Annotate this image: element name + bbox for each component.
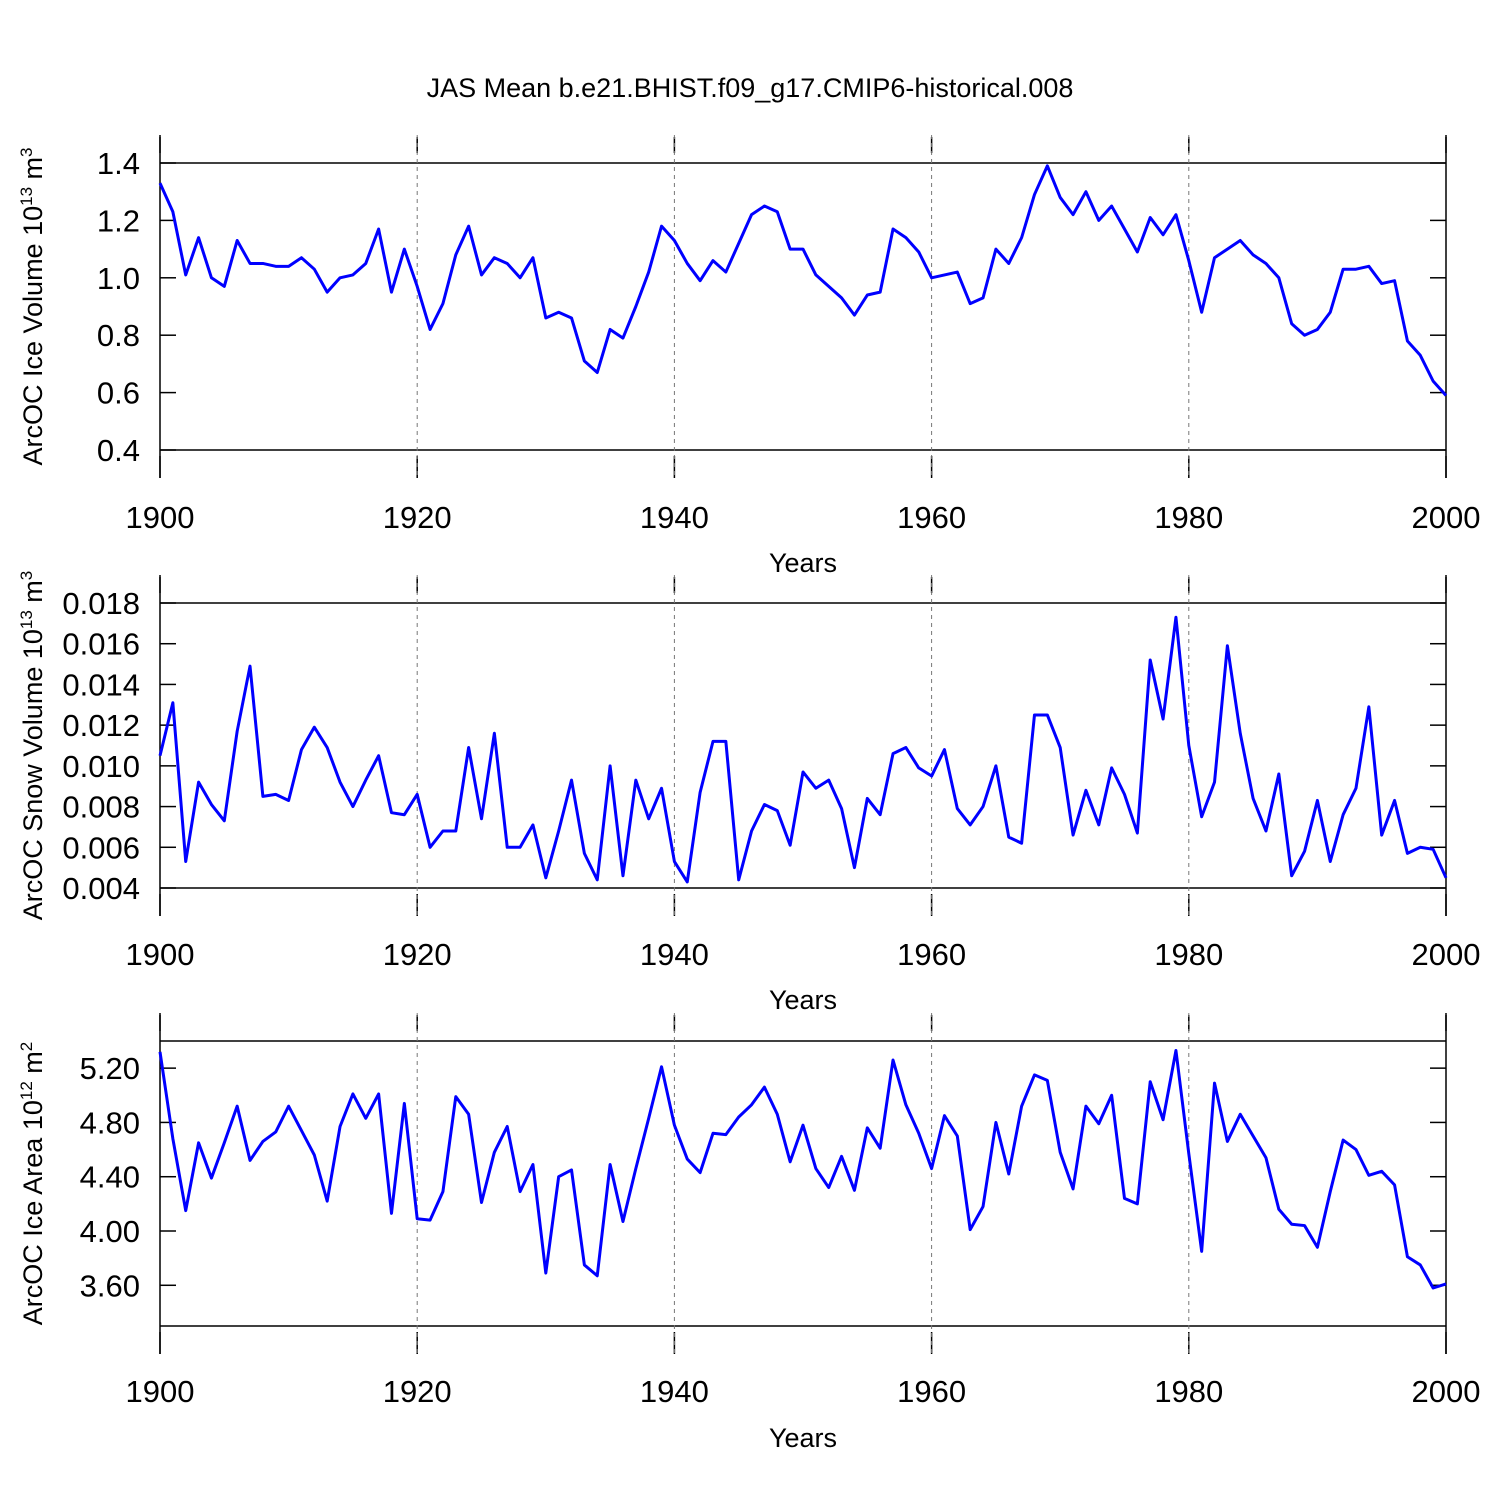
y-axis-label-part: m	[18, 157, 48, 187]
x-axis-label: Years	[769, 1423, 837, 1453]
y-tick-label: 0.014	[62, 667, 140, 702]
x-tick-label: 1980	[1154, 937, 1223, 972]
x-tick-label: 1960	[897, 500, 966, 535]
y-tick-label: 4.80	[80, 1105, 140, 1140]
y-tick-label: 1.2	[97, 203, 140, 238]
y-tick-label: 0.006	[62, 830, 140, 865]
y-tick-label: 0.4	[97, 433, 140, 468]
x-tick-label: 1940	[640, 937, 709, 972]
y-axis-label-part: ArcOC Snow Volume 10	[18, 629, 48, 920]
x-tick-label: 1900	[126, 1374, 195, 1409]
y-tick-label: 0.010	[62, 749, 140, 784]
x-tick-label: 1900	[126, 500, 195, 535]
y-axis-label-superscript: 13	[17, 610, 36, 629]
x-tick-label: 2000	[1412, 1374, 1481, 1409]
y-axis-label: ArcOC Ice Area 1012 m2	[17, 1042, 48, 1326]
x-tick-label: 1900	[126, 937, 195, 972]
y-axis-label: ArcOC Snow Volume 1013 m3	[17, 571, 48, 921]
x-tick-label: 1920	[383, 500, 452, 535]
y-tick-label: 4.40	[80, 1160, 140, 1195]
y-tick-label: 0.004	[62, 871, 140, 906]
y-axis-label-part: m	[18, 1051, 48, 1081]
y-axis-label-superscript: 2	[17, 1042, 36, 1051]
y-tick-label: 3.60	[80, 1268, 140, 1303]
y-tick-label: 0.018	[62, 586, 140, 621]
y-axis-label-part: m	[18, 580, 48, 610]
y-tick-label: 0.012	[62, 708, 140, 743]
data-line	[158, 615, 1448, 884]
x-tick-label: 1960	[897, 937, 966, 972]
y-axis-label-superscript: 3	[17, 147, 36, 156]
x-axis-label: Years	[769, 985, 837, 1015]
x-tick-label: 2000	[1412, 500, 1481, 535]
y-tick-label: 4.00	[80, 1214, 140, 1249]
x-tick-label: 1940	[640, 1374, 709, 1409]
figure-title: JAS Mean b.e21.BHIST.f09_g17.CMIP6-histo…	[427, 73, 1074, 103]
data-line	[158, 1049, 1447, 1290]
y-tick-label: 1.0	[97, 261, 140, 296]
data-line	[158, 164, 1448, 397]
y-tick-label: 1.4	[97, 146, 140, 181]
x-tick-label: 1920	[383, 1374, 452, 1409]
y-axis-label-part: ArcOC Ice Area 10	[18, 1100, 48, 1325]
x-axis-label: Years	[769, 548, 837, 578]
x-tick-label: 1920	[383, 937, 452, 972]
y-axis-label-superscript: 3	[17, 571, 36, 580]
y-axis-label-superscript: 13	[17, 187, 36, 206]
y-axis-label-part: ArcOC Ice Volume 10	[18, 206, 48, 466]
y-axis-label-group: ArcOC Ice Area 1012 m2	[17, 1042, 48, 1326]
y-axis-label-group: ArcOC Ice Volume 1013 m3	[17, 147, 48, 465]
x-tick-label: 2000	[1412, 937, 1481, 972]
y-axis-label: ArcOC Ice Volume 1013 m3	[17, 147, 48, 465]
y-tick-label: 0.008	[62, 790, 140, 825]
y-axis-label-group: ArcOC Snow Volume 1013 m3	[17, 571, 48, 921]
x-tick-label: 1940	[640, 500, 709, 535]
y-axis-label-superscript: 12	[17, 1081, 36, 1100]
x-tick-label: 1980	[1154, 1374, 1223, 1409]
x-tick-label: 1960	[897, 1374, 966, 1409]
x-tick-label: 1980	[1154, 500, 1223, 535]
y-tick-label: 5.20	[80, 1051, 140, 1086]
y-tick-label: 0.8	[97, 318, 140, 353]
y-tick-label: 0.016	[62, 627, 140, 662]
y-tick-label: 0.6	[97, 376, 140, 411]
